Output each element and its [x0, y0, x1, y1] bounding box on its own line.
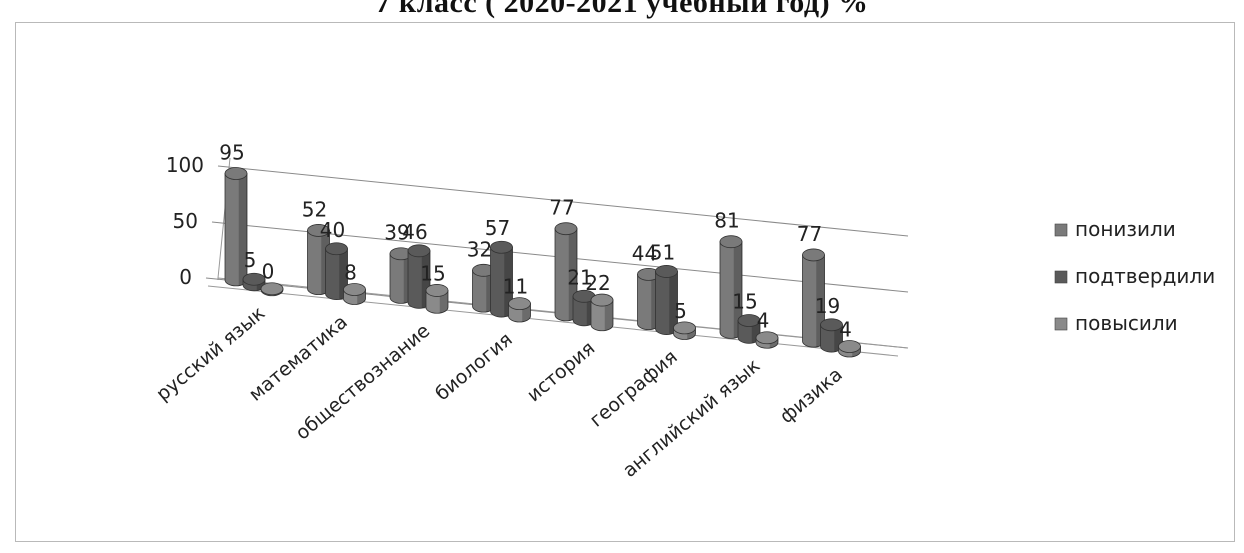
- data-label: 40: [320, 218, 345, 242]
- category-label: история: [523, 337, 599, 406]
- data-label: 4: [757, 309, 770, 333]
- bar: [325, 242, 348, 300]
- data-label: 52: [302, 197, 327, 221]
- data-label: 77: [797, 222, 822, 246]
- data-label: 22: [585, 271, 610, 295]
- data-label: 81: [714, 209, 739, 233]
- data-label: 77: [549, 196, 574, 220]
- legend-label: повысили: [1075, 311, 1178, 335]
- bar: [343, 283, 366, 305]
- bar: [673, 321, 696, 340]
- data-label: 5: [674, 299, 687, 323]
- legend-label: понизили: [1075, 217, 1176, 241]
- bar: [224, 167, 248, 287]
- bar: [508, 297, 531, 323]
- bar: [590, 293, 614, 332]
- data-label: 15: [420, 261, 445, 285]
- floor-front-edge: [207, 285, 899, 357]
- chart-title: 7 класс ( 2020-2021 учебный год) %: [375, 0, 869, 19]
- legend-label: подтвердили: [1075, 264, 1215, 288]
- bar: [838, 340, 861, 358]
- data-label: 44: [632, 241, 657, 265]
- data-label: 32: [467, 237, 492, 261]
- legend-swatch: [1054, 270, 1068, 284]
- chart-area: [15, 22, 1235, 542]
- gridline: [217, 165, 909, 237]
- legend-swatch: [1054, 223, 1068, 237]
- y-tick-label: 50: [173, 209, 198, 233]
- data-label: 21: [567, 265, 592, 289]
- bar: [655, 265, 678, 335]
- data-label: 8: [344, 261, 357, 285]
- data-label: 19: [815, 294, 840, 318]
- data-label: 0: [262, 260, 275, 284]
- y-tick-label: 100: [166, 153, 204, 177]
- bar: [260, 282, 284, 297]
- category-label: география: [586, 346, 682, 432]
- data-label: 11: [503, 275, 528, 299]
- data-label: 51: [650, 240, 675, 264]
- data-label: 5: [244, 248, 257, 272]
- data-label: 39: [384, 221, 409, 245]
- data-label: 57: [485, 216, 510, 240]
- bar: [572, 289, 596, 327]
- data-label: 46: [402, 220, 427, 244]
- y-tick-label: 0: [179, 265, 192, 289]
- bar: [425, 284, 449, 314]
- bar: [755, 331, 779, 349]
- category-label: физика: [776, 363, 847, 428]
- bar: [802, 248, 825, 348]
- legend-swatch: [1054, 317, 1068, 331]
- data-label: 95: [219, 141, 244, 165]
- bar: [490, 240, 513, 318]
- category-label: биология: [431, 328, 517, 405]
- data-label: 15: [732, 290, 757, 314]
- data-label: 4: [839, 317, 852, 341]
